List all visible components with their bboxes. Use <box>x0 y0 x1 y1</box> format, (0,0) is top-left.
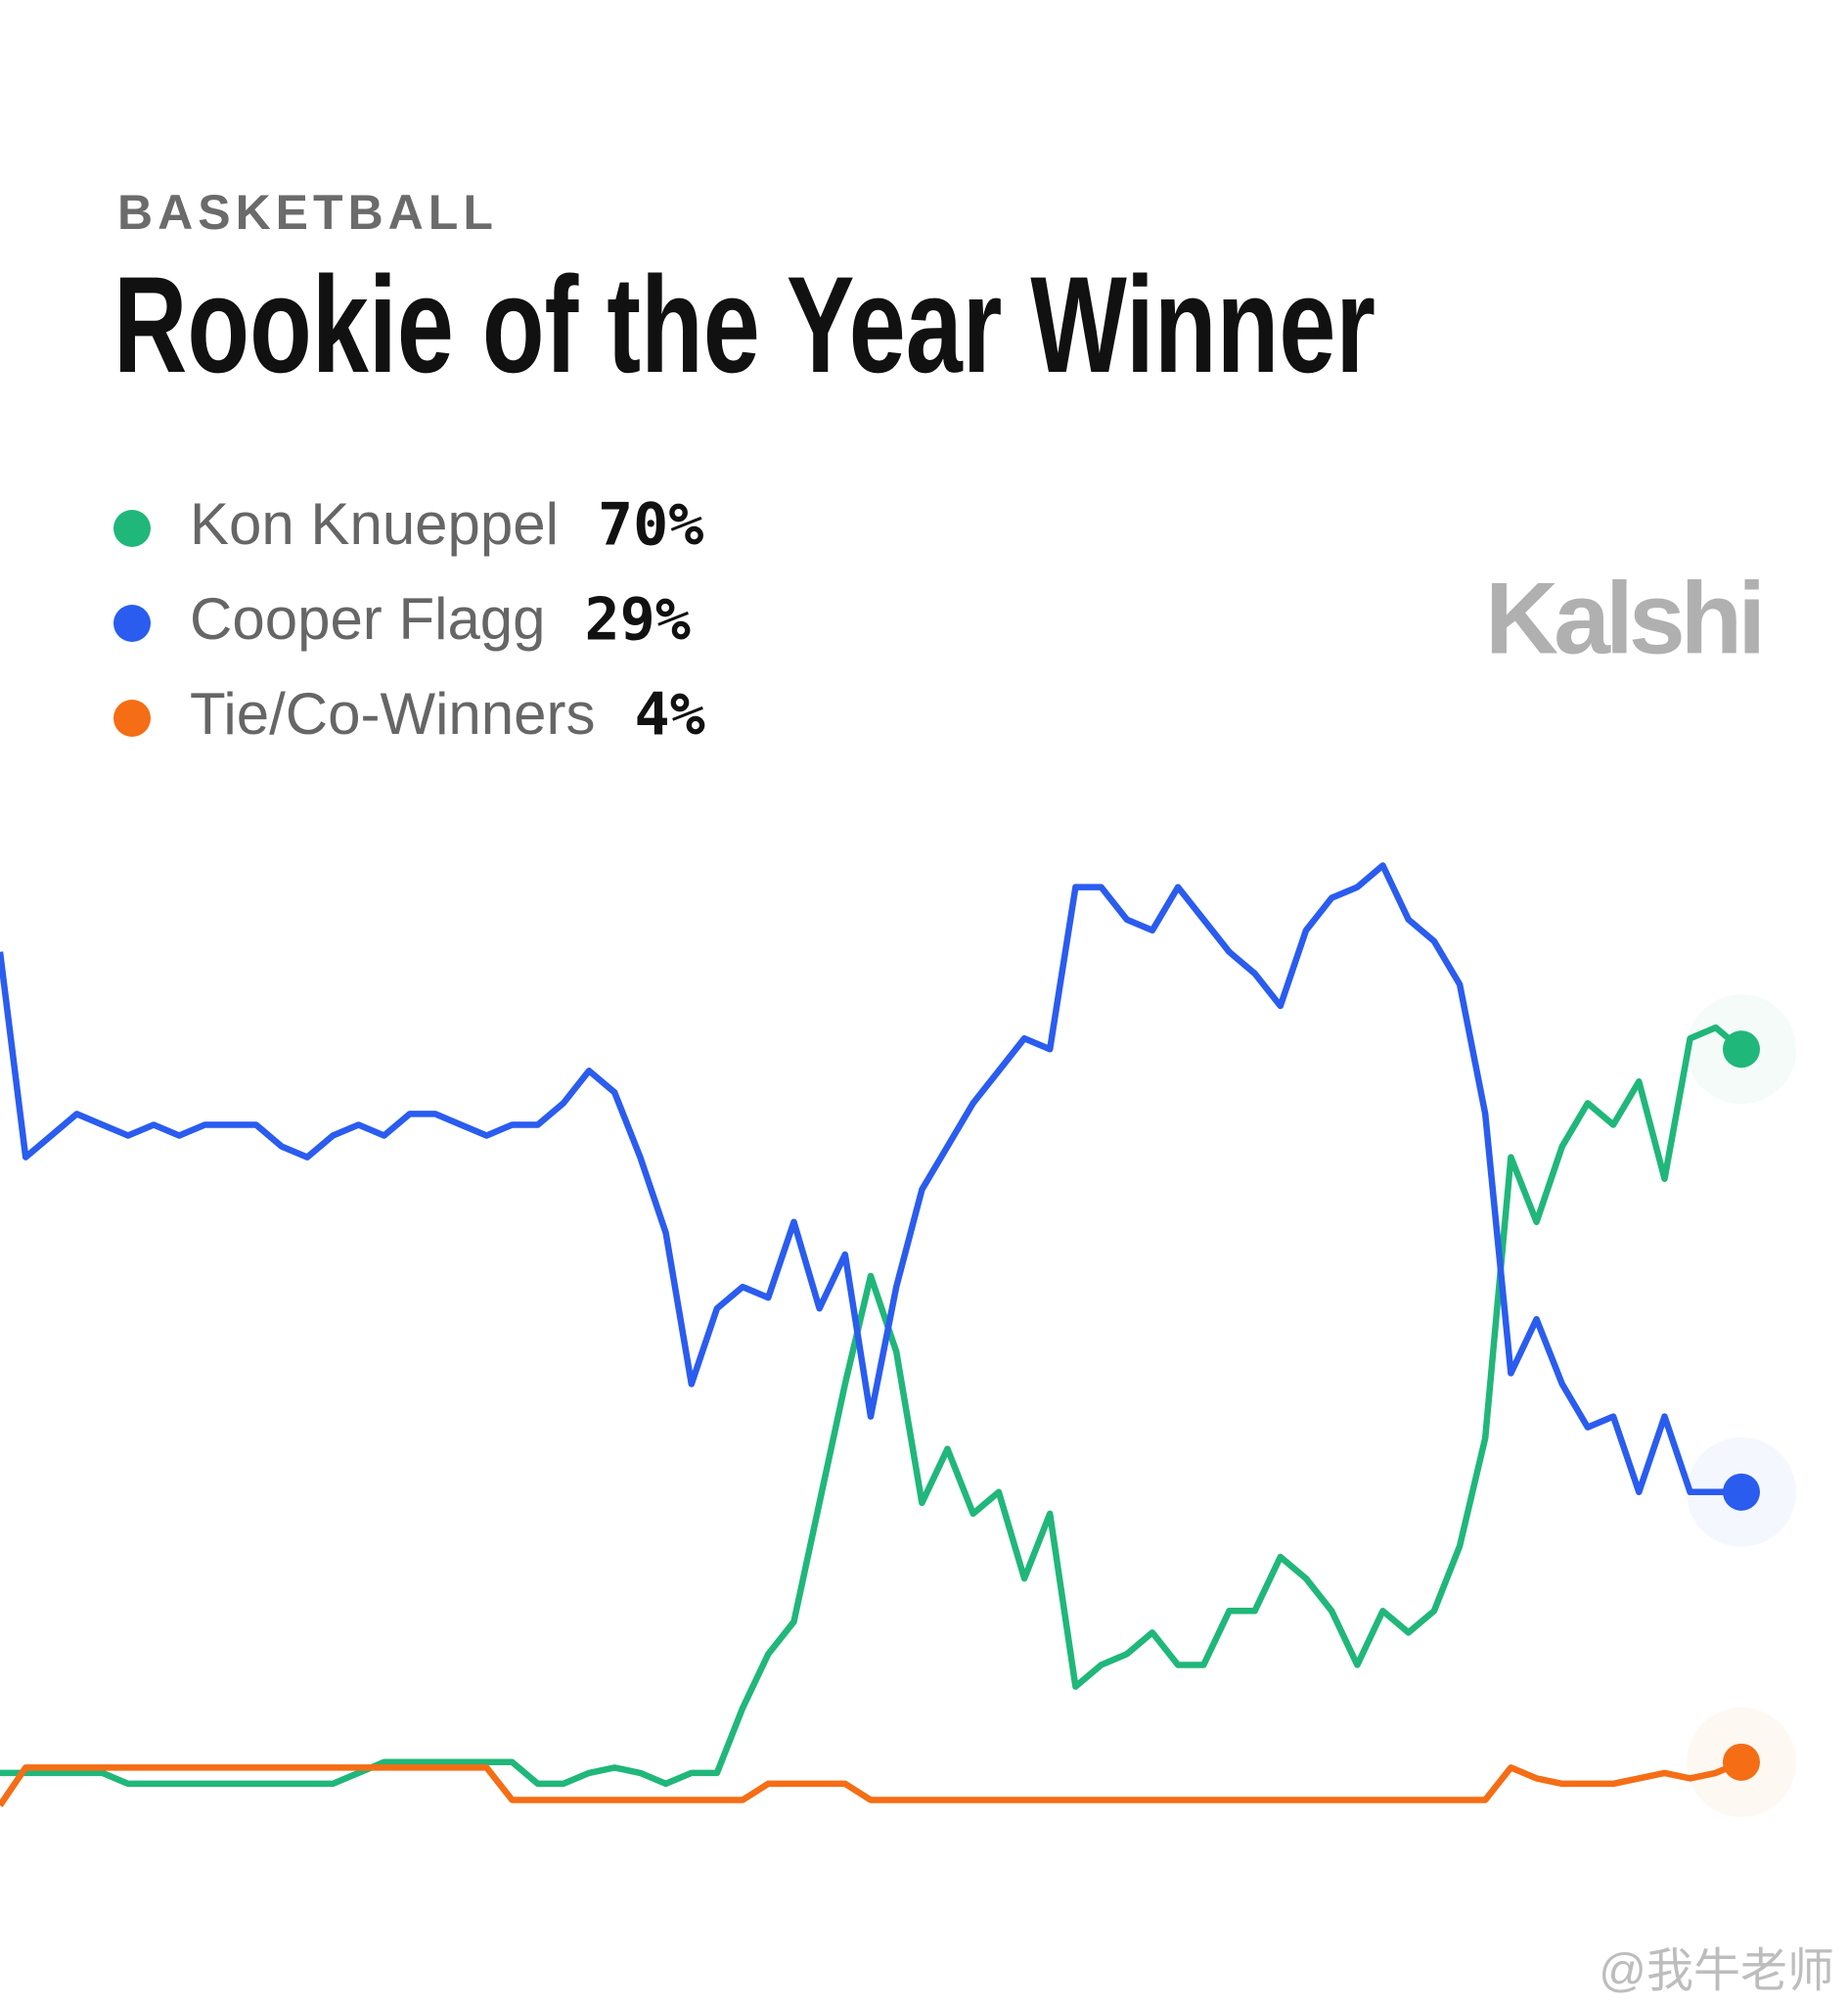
legend-dot <box>113 510 151 547</box>
legend-value: 29% <box>585 586 691 655</box>
legend-label: Tie/Co-Winners <box>190 681 596 747</box>
legend-label: Kon Knueppel <box>190 491 559 557</box>
series-line <box>0 1758 1743 1807</box>
chart-category: BASKETBALL <box>117 185 498 240</box>
legend-dot <box>113 700 151 737</box>
legend-dot <box>113 605 151 642</box>
watermark: @我牛老师 <box>1599 1945 1834 1997</box>
legend-value: 70% <box>598 491 703 560</box>
series-line <box>0 1024 1744 1788</box>
plot-area <box>0 862 1796 1817</box>
end-dot <box>1723 1030 1760 1069</box>
series-line <box>0 862 1741 1496</box>
legend-label: Cooper Flagg <box>190 586 546 652</box>
legend-value: 4% <box>635 681 705 750</box>
legend: Kon Knueppel 70% Cooper Flagg 29% Tie/Co-Win… <box>113 491 705 750</box>
end-dot <box>1723 1473 1760 1511</box>
chart-title: Rookie of the Year Winner <box>113 248 1375 401</box>
brand-logo: Kalshi <box>1485 562 1761 675</box>
end-dot <box>1723 1743 1760 1781</box>
